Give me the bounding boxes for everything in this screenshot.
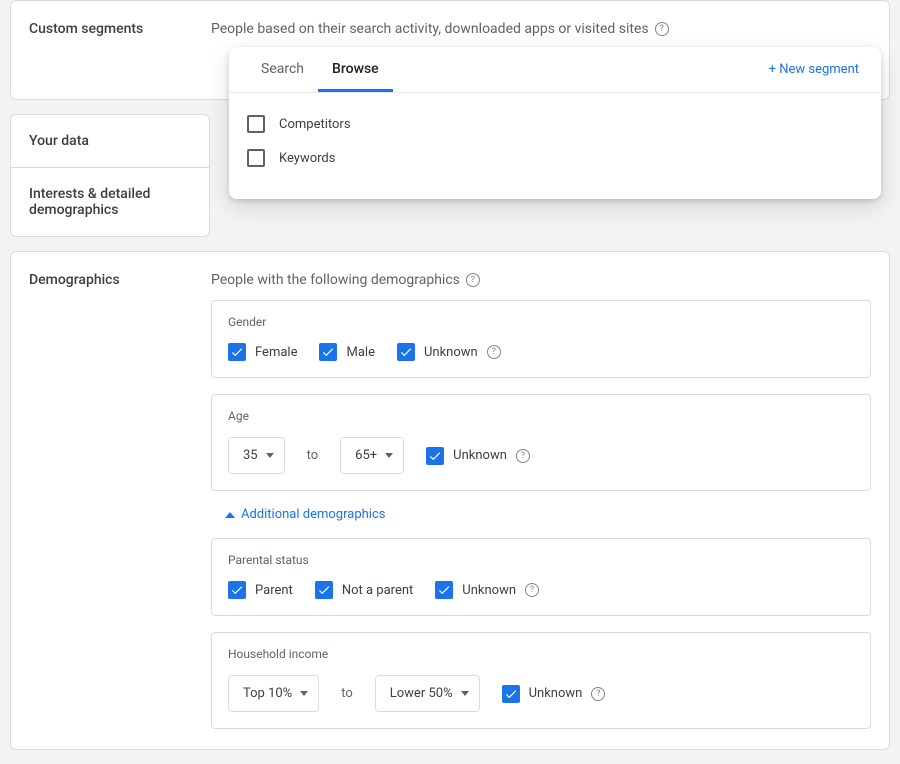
your-data-card[interactable]: Your data [10, 114, 210, 168]
dropdown-value: 65+ [355, 448, 377, 463]
dropdown-value: Lower 50% [390, 686, 453, 701]
help-icon[interactable]: ? [516, 449, 530, 463]
income-title: Household income [228, 647, 854, 661]
demographics-heading: People with the following demographics ? [211, 272, 871, 288]
checkbox-checked[interactable] [435, 581, 453, 599]
demographics-label: Demographics [11, 252, 211, 749]
additional-demographics-toggle[interactable]: Additional demographics [225, 507, 871, 522]
segment-item-competitors[interactable]: Competitors [247, 107, 863, 141]
option-label: Male [346, 345, 374, 360]
parental-title: Parental status [228, 553, 854, 567]
custom-segments-heading-text: People based on their search activity, d… [211, 21, 649, 37]
parental-parent[interactable]: Parent [228, 581, 293, 599]
age-from-dropdown[interactable]: 35 [228, 437, 285, 474]
parental-not[interactable]: Not a parent [315, 581, 413, 599]
option-label: Female [255, 345, 297, 360]
segments-popover: Search Browse + New segment Competitors … [229, 47, 881, 199]
age-box: Age 35 to 65+ Unknown [211, 394, 871, 491]
checkbox-checked[interactable] [228, 343, 246, 361]
option-label: Not a parent [342, 583, 413, 598]
option-label: Unknown [453, 448, 507, 463]
help-icon[interactable]: ? [655, 22, 669, 36]
new-segment-button[interactable]: + New segment [765, 48, 863, 91]
gender-unknown[interactable]: Unknown ? [397, 343, 501, 361]
help-icon[interactable]: ? [591, 687, 605, 701]
interests-card[interactable]: Interests & detailed demographics [10, 168, 210, 237]
income-from-dropdown[interactable]: Top 10% [228, 675, 319, 712]
parental-unknown[interactable]: Unknown ? [435, 581, 539, 599]
dropdown-value: 35 [243, 448, 258, 463]
option-label: Parent [255, 583, 293, 598]
checkbox-checked[interactable] [397, 343, 415, 361]
tab-browse[interactable]: Browse [318, 47, 393, 92]
checkbox-checked[interactable] [502, 685, 520, 703]
dropdown-value: Top 10% [243, 686, 292, 701]
help-icon[interactable]: ? [466, 273, 480, 287]
checkbox-checked[interactable] [426, 447, 444, 465]
help-icon[interactable]: ? [487, 345, 501, 359]
age-title: Age [228, 409, 854, 423]
checkbox-empty[interactable] [247, 115, 265, 133]
age-unknown[interactable]: Unknown ? [426, 447, 530, 465]
segments-tabs: Search Browse + New segment [229, 47, 881, 93]
demographics-panel: Demographics People with the following d… [10, 251, 890, 750]
chevron-down-icon [266, 453, 274, 458]
checkbox-checked[interactable] [228, 581, 246, 599]
custom-segments-label: Custom segments [11, 1, 211, 69]
option-label: Unknown [529, 686, 583, 701]
chevron-down-icon [385, 453, 393, 458]
segment-item-label: Keywords [279, 151, 335, 166]
custom-segments-heading: People based on their search activity, d… [211, 21, 871, 37]
help-icon[interactable]: ? [525, 583, 539, 597]
additional-demographics-label: Additional demographics [241, 507, 385, 522]
gender-male[interactable]: Male [319, 343, 374, 361]
segment-item-label: Competitors [279, 117, 351, 132]
tab-search[interactable]: Search [247, 47, 318, 92]
age-to-dropdown[interactable]: 65+ [340, 437, 404, 474]
gender-female[interactable]: Female [228, 343, 297, 361]
segment-item-keywords[interactable]: Keywords [247, 141, 863, 175]
checkbox-empty[interactable] [247, 149, 265, 167]
income-unknown[interactable]: Unknown ? [502, 685, 606, 703]
demographics-heading-text: People with the following demographics [211, 272, 460, 288]
option-label: Unknown [462, 583, 516, 598]
chevron-up-icon [225, 512, 235, 518]
gender-box: Gender Female Male Unknown [211, 300, 871, 378]
parental-box: Parental status Parent Not a parent U [211, 538, 871, 616]
income-to-dropdown[interactable]: Lower 50% [375, 675, 480, 712]
checkbox-checked[interactable] [315, 581, 333, 599]
custom-segments-panel: Custom segments People based on their se… [10, 0, 890, 100]
checkbox-checked[interactable] [319, 343, 337, 361]
range-to-label: to [307, 448, 319, 463]
range-to-label: to [341, 686, 353, 701]
gender-title: Gender [228, 315, 854, 329]
option-label: Unknown [424, 345, 478, 360]
chevron-down-icon [300, 691, 308, 696]
income-box: Household income Top 10% to Lower 50% [211, 632, 871, 729]
chevron-down-icon [461, 691, 469, 696]
